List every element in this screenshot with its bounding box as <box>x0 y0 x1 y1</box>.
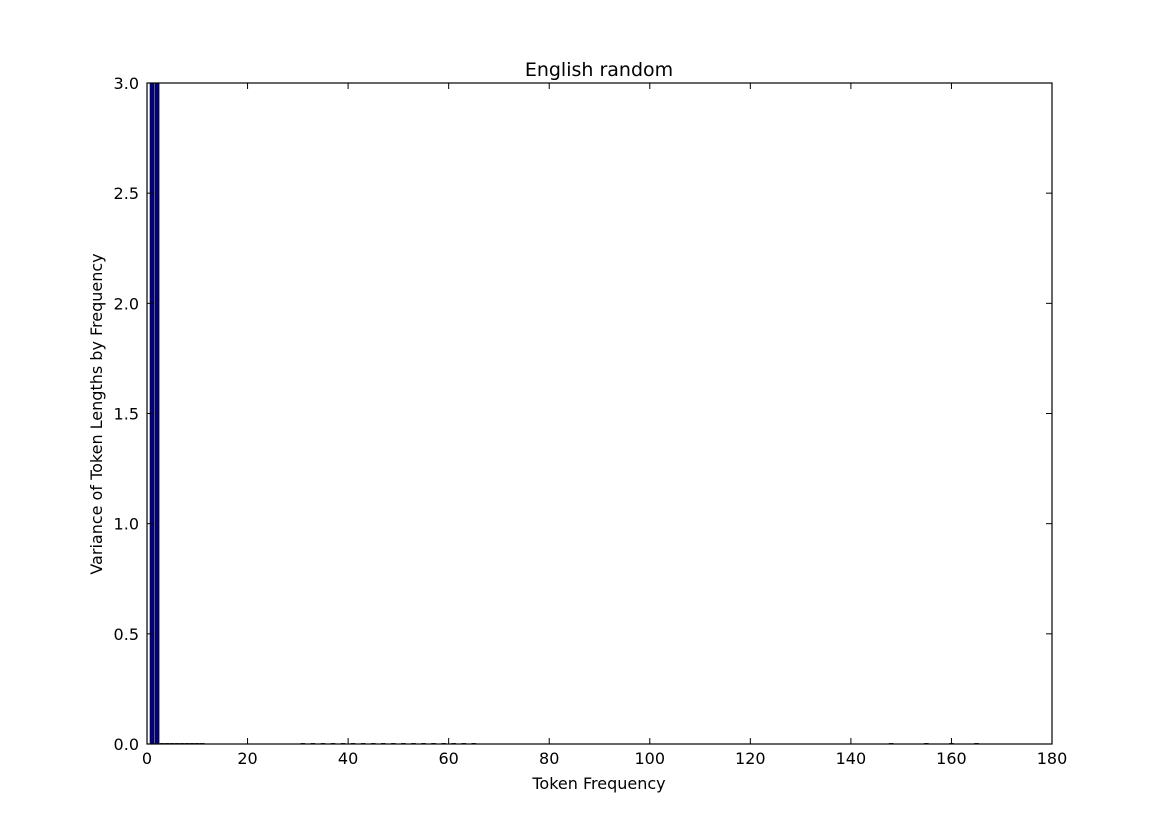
x-tick-label: 20 <box>237 749 257 768</box>
y-tick-label: 1.5 <box>114 405 139 424</box>
y-axis-label: Variance of Token Lengths by Frequency <box>87 253 106 574</box>
x-tick-label: 60 <box>438 749 458 768</box>
tick-labels: 0 20 40 60 80 100 120 140 160 180 0.0 0.5 1.0 1.5 2.0 2… <box>114 74 1068 768</box>
y-tick-label: 0.5 <box>114 625 139 644</box>
x-tick-label: 160 <box>936 749 967 768</box>
x-tick-label: 40 <box>338 749 358 768</box>
x-tick-label: 180 <box>1037 749 1068 768</box>
y-tick-label: 2.0 <box>114 294 139 313</box>
x-tick-label: 100 <box>635 749 666 768</box>
x-tick-label: 140 <box>836 749 867 768</box>
x-axis-label: Token Frequency <box>531 774 665 793</box>
y-tick-label: 3.0 <box>114 74 139 93</box>
y-tick-label: 0.0 <box>114 735 139 754</box>
axis-ticks <box>146 82 1053 745</box>
bar <box>154 82 160 745</box>
x-tick-label: 120 <box>735 749 766 768</box>
x-tick-label: 80 <box>539 749 559 768</box>
chart-title: English random <box>525 59 673 81</box>
bars-group <box>149 82 979 745</box>
y-tick-label: 1.0 <box>114 515 139 534</box>
plot-frame <box>146 82 1053 745</box>
y-tick-label: 2.5 <box>114 184 139 203</box>
x-tick-label: 0 <box>142 749 152 768</box>
